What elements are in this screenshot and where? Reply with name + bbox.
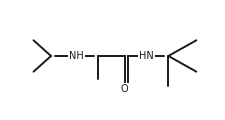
Text: NH: NH — [69, 51, 83, 61]
Text: O: O — [120, 84, 128, 94]
Text: HN: HN — [138, 51, 153, 61]
